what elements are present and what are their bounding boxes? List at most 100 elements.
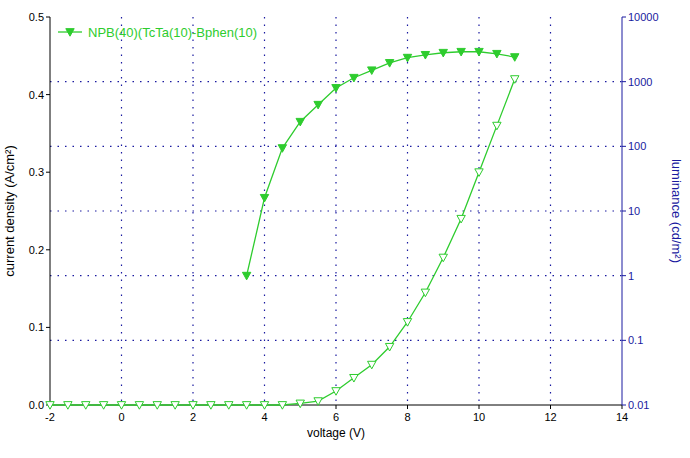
point bbox=[511, 54, 519, 62]
point bbox=[171, 402, 179, 410]
y2-axis-label: luminance (cd/m²) bbox=[669, 159, 684, 263]
point bbox=[493, 50, 501, 58]
point bbox=[403, 319, 411, 327]
y-tick-label: 0.5 bbox=[29, 11, 44, 23]
y-tick bbox=[46, 17, 50, 18]
point bbox=[278, 145, 286, 153]
grid-line bbox=[50, 81, 622, 82]
x-tick bbox=[336, 405, 337, 409]
point bbox=[421, 51, 429, 59]
y2-tick-label: 0.1 bbox=[628, 334, 643, 346]
x-tick-label: 14 bbox=[616, 411, 628, 423]
grid-line bbox=[50, 210, 622, 211]
point bbox=[278, 402, 286, 410]
point bbox=[260, 194, 268, 202]
grid-line bbox=[50, 146, 622, 147]
y2-tick-label: 1 bbox=[628, 270, 634, 282]
x-tick-label: 8 bbox=[404, 411, 410, 423]
y-tick bbox=[46, 172, 50, 173]
y-tick-label: 0.4 bbox=[29, 89, 44, 101]
point bbox=[385, 60, 393, 68]
x-tick-label: 2 bbox=[190, 411, 196, 423]
y2-tick bbox=[622, 17, 626, 18]
y-tick-label: 0.0 bbox=[29, 399, 44, 411]
point bbox=[368, 361, 376, 369]
y2-tick bbox=[622, 146, 626, 147]
point bbox=[82, 402, 90, 410]
point bbox=[260, 402, 268, 410]
point bbox=[99, 402, 107, 410]
point bbox=[314, 398, 322, 406]
y-tick-label: 0.3 bbox=[29, 166, 44, 178]
point bbox=[242, 402, 250, 410]
point bbox=[46, 402, 54, 410]
point bbox=[403, 54, 411, 62]
grid-line bbox=[50, 275, 622, 276]
point bbox=[385, 343, 393, 351]
x-tick bbox=[622, 405, 623, 409]
x-axis-label: voltage (V) bbox=[307, 426, 365, 440]
y-tick-label: 0.1 bbox=[29, 321, 44, 333]
x-tick-label: -2 bbox=[45, 411, 55, 423]
y-tick-label: 0.2 bbox=[29, 244, 44, 256]
y2-tick-label: 1000 bbox=[628, 76, 652, 88]
grid-line bbox=[121, 17, 122, 405]
y2-tick bbox=[622, 81, 626, 82]
y2-tick bbox=[622, 275, 626, 276]
point bbox=[135, 402, 143, 410]
point bbox=[368, 67, 376, 75]
legend-marker bbox=[66, 29, 74, 37]
y2-tick-label: 100 bbox=[628, 140, 646, 152]
y-axis bbox=[50, 17, 51, 405]
x-tick bbox=[407, 405, 408, 409]
point bbox=[332, 85, 340, 93]
point bbox=[350, 74, 358, 82]
point bbox=[242, 272, 250, 280]
chart: -2 0 2 4 6 8 10 12 14 0.0 0.1 0.2 0.3 0.4 0.5 0.01 0.1 1 1… bbox=[0, 0, 690, 458]
x-tick-label: 0 bbox=[118, 411, 124, 423]
y-tick bbox=[46, 94, 50, 95]
point bbox=[117, 402, 125, 410]
y2-tick-label: 10000 bbox=[628, 11, 659, 23]
point bbox=[421, 289, 429, 297]
y2-tick bbox=[622, 405, 626, 406]
point bbox=[475, 48, 483, 56]
y2-tick bbox=[622, 211, 626, 212]
grid-line bbox=[407, 17, 408, 405]
y2-tick bbox=[622, 340, 626, 341]
x-tick-label: 4 bbox=[261, 411, 267, 423]
point bbox=[296, 400, 304, 408]
point bbox=[493, 122, 501, 130]
y-tick bbox=[46, 249, 50, 250]
x-tick-label: 6 bbox=[333, 411, 339, 423]
point bbox=[189, 402, 197, 410]
y2-tick-label: 0.01 bbox=[628, 399, 649, 411]
series-line bbox=[247, 52, 515, 276]
x-tick bbox=[550, 405, 551, 409]
y-tick bbox=[46, 327, 50, 328]
point bbox=[332, 388, 340, 396]
point bbox=[457, 48, 465, 56]
point bbox=[207, 402, 215, 410]
grid-line bbox=[264, 17, 265, 405]
point bbox=[314, 101, 322, 109]
point bbox=[350, 374, 358, 382]
grid-line bbox=[550, 17, 551, 405]
y-axis-label: current density (A/cm²) bbox=[2, 145, 17, 276]
series-line bbox=[50, 79, 515, 405]
legend-label: NPB(40)(TcTa(10)-Bphen(10) bbox=[88, 25, 257, 40]
point bbox=[475, 169, 483, 177]
x-tick-label: 10 bbox=[473, 411, 485, 423]
point bbox=[153, 402, 161, 410]
plot-area bbox=[46, 48, 519, 409]
point bbox=[511, 76, 519, 84]
x-tick bbox=[479, 405, 480, 409]
point bbox=[439, 49, 447, 57]
grid-line bbox=[50, 340, 622, 341]
point bbox=[439, 254, 447, 262]
point bbox=[64, 402, 72, 410]
y2-tick-label: 10 bbox=[628, 205, 640, 217]
point bbox=[457, 215, 465, 223]
point bbox=[225, 402, 233, 410]
x-tick-label: 12 bbox=[544, 411, 556, 423]
